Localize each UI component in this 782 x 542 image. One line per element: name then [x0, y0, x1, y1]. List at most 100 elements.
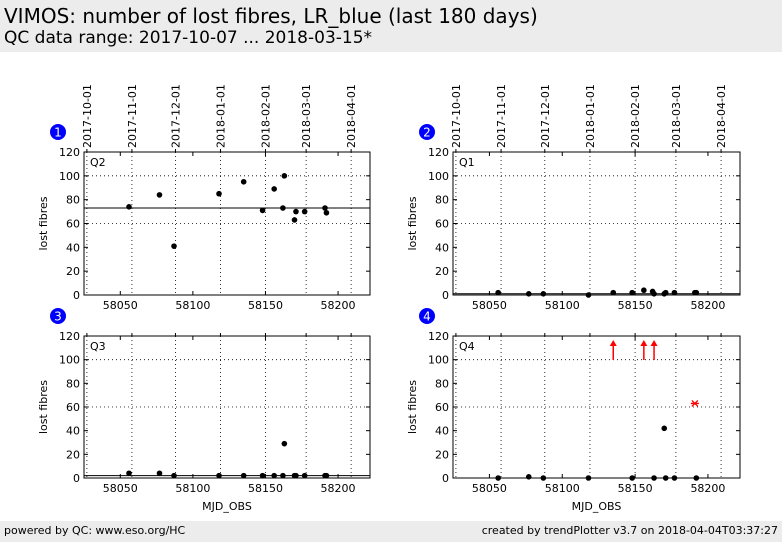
y-axis-label: lost fibres	[37, 380, 50, 434]
x-tick-label: 58050	[472, 299, 507, 312]
header-bar: VIMOS: number of lost fibres, LR_blue (l…	[0, 0, 782, 52]
x-tick-label: 58150	[618, 482, 653, 495]
y-tick-label: 100	[59, 354, 80, 367]
data-point	[629, 475, 635, 481]
data-point	[156, 192, 163, 198]
data-point	[671, 475, 678, 481]
data-point	[280, 472, 286, 479]
outlier-arrow-head	[650, 340, 658, 346]
date-tick-label: 2018-02-01	[629, 84, 642, 148]
date-tick-label: 2017-11-01	[495, 84, 508, 148]
data-point	[610, 289, 617, 296]
data-point	[525, 474, 532, 480]
y-axis-label: lost fibres	[37, 196, 50, 250]
panel-number-badge	[50, 124, 66, 140]
y-tick-label: 100	[428, 354, 449, 367]
data-point	[301, 208, 308, 215]
y-tick-label: 40	[435, 425, 449, 438]
data-point	[293, 472, 299, 479]
y-tick-label: 0	[73, 472, 80, 485]
x-tick-label: 58100	[545, 299, 580, 312]
chart-panel-2: 0 20 40 60 80 100 120 58050 58100 58150 58200 2017-…	[406, 84, 741, 312]
panel-number-text: 3	[54, 310, 62, 324]
data-point	[525, 291, 532, 297]
plot-frame	[452, 151, 741, 296]
data-point	[240, 178, 247, 185]
date-tick-label: 2018-01-01	[584, 84, 597, 148]
panel-number-badge	[419, 124, 435, 140]
y-axis-label: lost fibres	[406, 380, 419, 434]
chart-panel-4: 0 20 40 60 80 100 120 58050 58100 58150 58200 lost …	[406, 308, 741, 513]
data-point	[126, 204, 132, 210]
data-point	[661, 425, 668, 432]
data-point	[126, 470, 132, 477]
x-tick-label: 58200	[690, 299, 725, 312]
panel-number-text: 2	[423, 126, 431, 140]
data-point	[259, 207, 266, 214]
data-point	[651, 475, 657, 481]
y-tick-label: 0	[442, 472, 449, 485]
x-axis-label: MJD_OBS	[202, 500, 252, 513]
x-axis-label: MJD_OBS	[572, 500, 622, 513]
y-tick-label: 80	[66, 194, 80, 207]
y-tick-label: 60	[435, 218, 449, 231]
y-tick-label: 0	[73, 289, 80, 302]
data-point	[323, 209, 330, 216]
data-point	[216, 472, 222, 479]
data-point	[171, 243, 177, 249]
y-tick-label: 100	[59, 170, 80, 183]
date-tick-label: 2017-10-01	[81, 84, 94, 148]
data-point	[585, 292, 592, 298]
chart-panel-3: 0 20 40 60 80 100 120 58050 58100 58150 58200 lost …	[37, 308, 371, 513]
page-subtitle: QC data range: 2017-10-07 ... 2018-03-15…	[4, 28, 373, 48]
data-point	[322, 205, 328, 211]
y-tick-label: 40	[435, 241, 449, 254]
panel-number-text: 1	[54, 126, 62, 140]
footer-bar: powered by QC: www.eso.org/HC created by…	[0, 521, 782, 542]
outlier-flag-marker	[690, 399, 699, 407]
data-point	[629, 289, 635, 296]
x-tick-label: 58200	[321, 299, 356, 312]
y-tick-label: 120	[428, 146, 449, 159]
page-title: VIMOS: number of lost fibres, LR_blue (l…	[4, 4, 538, 28]
plot-frame	[83, 151, 371, 296]
x-tick-label: 58100	[175, 482, 210, 495]
y-tick-label: 120	[59, 330, 80, 343]
plot-frame	[83, 335, 371, 479]
y-tick-label: 0	[442, 289, 449, 302]
panel-number-text: 4	[423, 310, 431, 324]
x-tick-label: 58150	[618, 299, 653, 312]
y-tick-label: 20	[66, 265, 80, 278]
outlier-arrow-head	[609, 340, 617, 346]
data-point	[641, 287, 647, 294]
data-point	[301, 472, 308, 479]
chart-panel-1: 0 20 40 60 80 100 120 58050 58100 58150 58200 2017-…	[37, 84, 371, 312]
x-tick-label: 58050	[103, 482, 138, 495]
y-tick-label: 80	[435, 377, 449, 390]
data-point	[259, 472, 266, 479]
x-tick-label: 58200	[690, 482, 725, 495]
data-point	[693, 475, 700, 481]
outlier-arrow-head	[640, 340, 648, 346]
data-point	[662, 289, 669, 296]
date-tick-label: 2017-12-01	[169, 84, 182, 148]
data-point	[280, 205, 286, 211]
data-point	[216, 190, 222, 197]
y-tick-label: 60	[435, 401, 449, 414]
plot-frame	[452, 335, 741, 479]
x-tick-label: 58150	[248, 299, 283, 312]
data-point	[293, 208, 299, 215]
x-tick-label: 58050	[472, 482, 507, 495]
data-point	[323, 472, 330, 479]
x-tick-label: 58050	[103, 299, 138, 312]
y-tick-label: 20	[66, 448, 80, 461]
data-point	[281, 173, 288, 179]
x-tick-label: 58200	[321, 482, 356, 495]
data-point	[671, 289, 678, 296]
data-point	[240, 472, 247, 479]
panel-label: Q3	[90, 340, 106, 353]
footer-generator: created by trendPlotter v3.7 on 2018-04-…	[481, 524, 778, 537]
y-tick-label: 20	[435, 265, 449, 278]
y-tick-label: 60	[66, 218, 80, 231]
